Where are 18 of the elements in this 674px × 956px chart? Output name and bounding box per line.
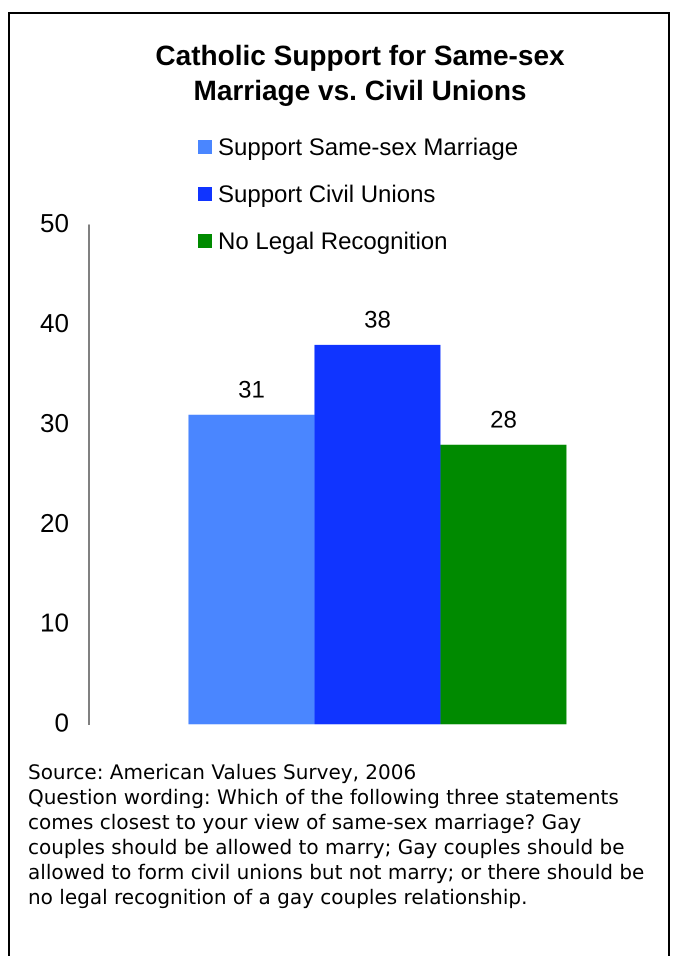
bar — [188, 414, 314, 724]
chart-title: Catholic Support for Same-sex Marriage vs. Civil Unions — [154, 39, 566, 108]
legend-label: Support Civil Unions — [217, 180, 436, 210]
source-note: Source: American Values Survey, 2006 — [28, 760, 418, 785]
bar — [314, 344, 440, 724]
y-tick-label: 50 — [40, 208, 69, 238]
y-tick-label: 10 — [40, 608, 69, 638]
text: Question wording: Which of the following three statements comes closest to your view of same-sex marriage? Gay couples should be allowed to marry; Gay couples should be allowed to form civil unions but not marry; or there should be no legal recognition of a gay couples relationship. — [28, 785, 646, 910]
legend-label: Support Same-sex Marriage — [217, 133, 518, 163]
y-tick-label: 40 — [40, 308, 69, 338]
legend-label: No Legal Recognition — [217, 227, 448, 257]
y-tick-label: 0 — [54, 708, 69, 738]
y-tick-label: 20 — [40, 508, 69, 538]
data-label: 31 — [238, 376, 265, 404]
data-label: 38 — [364, 306, 391, 334]
data-label: 28 — [490, 406, 517, 434]
bar — [440, 444, 566, 724]
y-tick-label: 30 — [40, 408, 69, 438]
